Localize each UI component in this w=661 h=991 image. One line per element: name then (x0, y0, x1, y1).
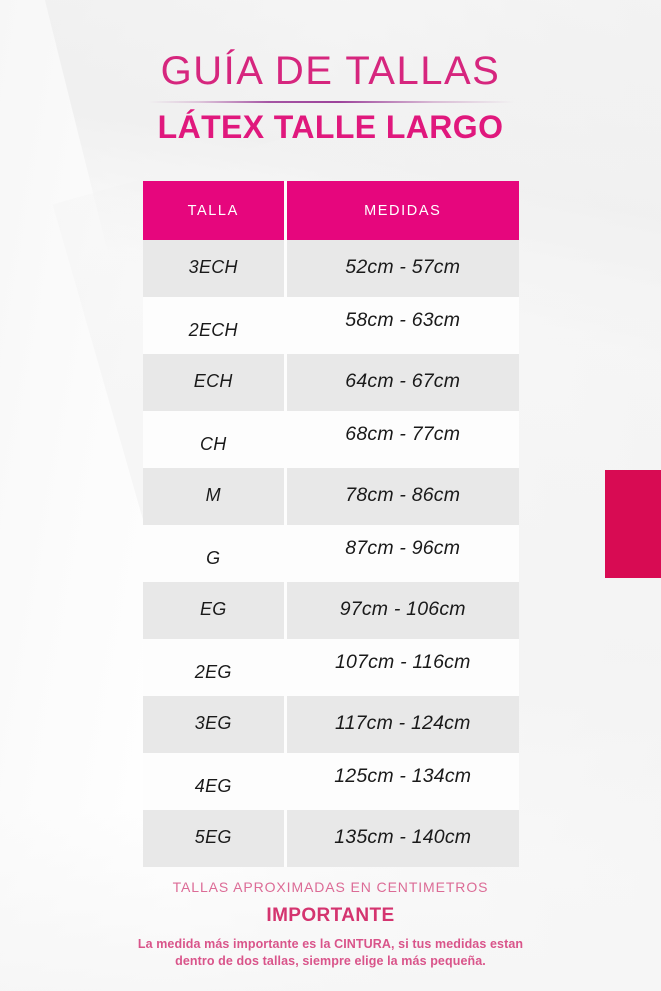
footer-important-note-line2: dentro de dos tallas, siempre elige la m… (175, 954, 486, 968)
cell-talla-text: G (206, 548, 221, 568)
cell-talla: 3ECH (143, 240, 287, 297)
footer-important-heading: IMPORTANTE (266, 905, 395, 926)
footer-important-note: La medida más importante es la CINTURA, … (0, 936, 661, 970)
cell-talla: G (143, 525, 287, 582)
cell-talla: 3EG (143, 696, 287, 753)
cell-medidas-text: 107cm - 116cm (334, 651, 471, 673)
footer-block: TALLAS APROXIMADAS EN CENTIMETROS IMPORT… (0, 878, 661, 970)
cell-medidas-text: 117cm - 124cm (334, 712, 471, 734)
cell-talla-text: 4EG (194, 776, 232, 796)
table-row: 5EG 135cm - 140cm (143, 810, 519, 867)
cell-talla-text: 5EG (194, 827, 232, 847)
cell-medidas-text: 97cm - 106cm (339, 598, 466, 620)
column-header-talla: TALLA (143, 181, 287, 240)
title-divider (147, 101, 514, 103)
cell-talla-text: M (205, 485, 221, 505)
cell-medidas-text: 87cm - 96cm (345, 537, 461, 559)
cell-medidas-text: 125cm - 134cm (334, 765, 472, 787)
cell-talla: ECH (143, 354, 287, 411)
cell-talla: 5EG (143, 810, 287, 867)
cell-medidas-text: 58cm - 63cm (345, 309, 461, 331)
cell-talla-text: CH (199, 434, 227, 454)
cell-talla: 4EG (143, 753, 287, 810)
table-row: G 87cm - 96cm (143, 525, 519, 582)
table-row: 2ECH 58cm - 63cm (143, 297, 519, 354)
cell-medidas-text: 78cm - 86cm (345, 484, 461, 506)
footer-important-note-line1: La medida más importante es la CINTURA, … (137, 937, 524, 951)
size-chart-table: TALLA MEDIDAS 3ECH 52cm - 57cm 2ECH 58cm… (143, 181, 519, 867)
table-row: EG 97cm - 106cm (143, 582, 519, 639)
page-title-block: GUÍA DE TALLAS LÁTEX TALLE LARGO (0, 48, 661, 146)
table-row: 3ECH 52cm - 57cm (143, 240, 519, 297)
table-row: 3EG 117cm - 124cm (143, 696, 519, 753)
table-row: 4EG 125cm - 134cm (143, 753, 519, 810)
cell-talla-text: EG (199, 599, 227, 619)
cell-medidas: 135cm - 140cm (285, 810, 519, 867)
table-row: M 78cm - 86cm (143, 468, 519, 525)
footer-approx-note: TALLAS APROXIMADAS EN CENTIMETROS (172, 879, 489, 895)
cell-medidas-text: 52cm - 57cm (345, 256, 461, 278)
cell-medidas: 52cm - 57cm (285, 240, 519, 297)
cell-medidas: 97cm - 106cm (285, 582, 519, 639)
accent-block-right-edge (605, 470, 661, 578)
cell-medidas: 64cm - 67cm (285, 354, 519, 411)
cell-medidas: 117cm - 124cm (285, 696, 519, 753)
table-row: CH 68cm - 77cm (143, 411, 519, 468)
cell-talla: M (143, 468, 287, 525)
cell-talla: EG (143, 582, 287, 639)
cell-medidas: 87cm - 96cm (285, 525, 519, 582)
size-chart-table-body: 3ECH 52cm - 57cm 2ECH 58cm - 63cm ECH 64… (143, 240, 519, 867)
cell-medidas-text: 64cm - 67cm (345, 370, 461, 392)
cell-talla-text: 3ECH (188, 257, 238, 277)
page-subtitle: LÁTEX TALLE LARGO (157, 109, 504, 145)
cell-medidas: 107cm - 116cm (285, 639, 519, 696)
cell-talla-text: 2ECH (188, 320, 238, 340)
cell-medidas: 68cm - 77cm (285, 411, 519, 468)
column-header-medidas: MEDIDAS (285, 181, 519, 240)
cell-talla-text: 2EG (194, 662, 232, 682)
page-title: GUÍA DE TALLAS (160, 49, 501, 93)
cell-talla-text: ECH (193, 371, 233, 391)
size-chart-table-head: TALLA MEDIDAS (143, 181, 519, 240)
table-header-row: TALLA MEDIDAS (143, 181, 519, 240)
cell-talla: CH (143, 411, 287, 468)
cell-medidas: 125cm - 134cm (285, 753, 519, 810)
cell-medidas-text: 68cm - 77cm (345, 423, 461, 445)
cell-medidas: 58cm - 63cm (285, 297, 519, 354)
cell-medidas-text: 135cm - 140cm (334, 826, 472, 848)
cell-talla: 2EG (143, 639, 287, 696)
cell-medidas: 78cm - 86cm (285, 468, 519, 525)
table-row: 2EG 107cm - 116cm (143, 639, 519, 696)
table-row: ECH 64cm - 67cm (143, 354, 519, 411)
cell-talla-text: 3EG (194, 713, 232, 733)
cell-talla: 2ECH (143, 297, 287, 354)
